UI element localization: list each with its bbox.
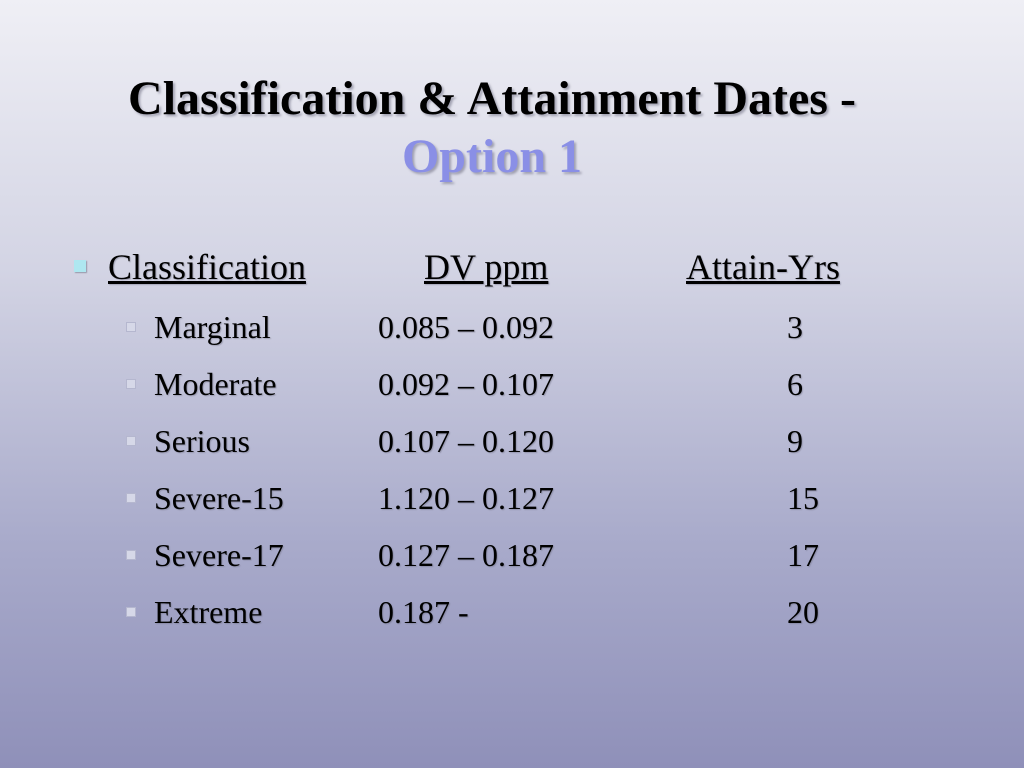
square-bullet-icon — [126, 493, 136, 503]
row-attain-yrs: 9 — [787, 423, 803, 459]
row-attain-yrs: 6 — [787, 366, 803, 402]
row-dv-ppm: 0.187 - — [378, 594, 469, 630]
square-bullet-icon — [126, 379, 136, 389]
row-dv-ppm: 1.120 – 0.127 — [378, 480, 554, 516]
table-row: Serious 0.107 – 0.120 9 — [0, 416, 1024, 466]
row-dv-ppm: 0.085 – 0.092 — [378, 309, 554, 345]
row-attain-yrs: 20 — [787, 594, 819, 630]
header-classification: Classification — [108, 247, 306, 287]
table-row: Moderate 0.092 – 0.107 6 — [0, 359, 1024, 409]
table-row: Severe-17 0.127 – 0.187 17 — [0, 530, 1024, 580]
square-bullet-icon — [74, 260, 86, 272]
square-bullet-icon — [126, 322, 136, 332]
slide-subtitle: Option 1 — [401, 130, 583, 183]
square-bullet-icon — [126, 436, 136, 446]
table-header-row: Classification DV ppm Attain-Yrs — [0, 242, 1024, 292]
header-dv-ppm: DV ppm — [424, 247, 549, 287]
row-classification: Severe-15 — [154, 480, 284, 516]
header-attain-yrs: Attain-Yrs — [686, 247, 840, 287]
table-row: Marginal 0.085 – 0.092 3 — [0, 302, 1024, 352]
row-attain-yrs: 3 — [787, 309, 803, 345]
row-classification: Marginal — [154, 309, 271, 345]
row-attain-yrs: 15 — [787, 480, 819, 516]
row-classification: Severe-17 — [154, 537, 284, 573]
table-row: Severe-15 1.120 – 0.127 15 — [0, 473, 1024, 523]
slide-title: Classification & Attainment Dates - Opti… — [0, 70, 984, 186]
row-dv-ppm: 0.092 – 0.107 — [378, 366, 554, 402]
row-classification: Moderate — [154, 366, 277, 402]
row-classification: Extreme — [154, 594, 263, 630]
row-dv-ppm: 0.107 – 0.120 — [378, 423, 554, 459]
square-bullet-icon — [126, 550, 136, 560]
square-bullet-icon — [126, 607, 136, 617]
row-attain-yrs: 17 — [787, 537, 819, 573]
row-dv-ppm: 0.127 – 0.187 — [378, 537, 554, 573]
table-row: Extreme 0.187 - 20 — [0, 587, 1024, 637]
slide-title-line1: Classification & Attainment Dates - — [128, 72, 856, 125]
row-classification: Serious — [154, 423, 250, 459]
